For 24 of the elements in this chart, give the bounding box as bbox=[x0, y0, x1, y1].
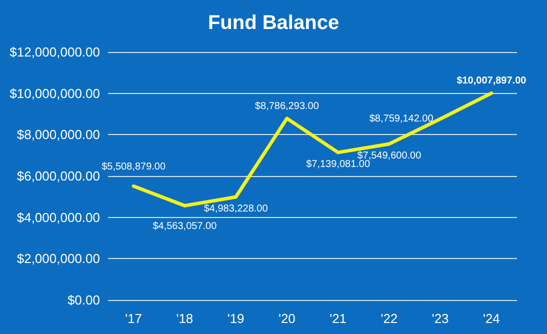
x-tick-label: '20 bbox=[278, 311, 296, 326]
data-label: $4,983,228.00 bbox=[204, 204, 268, 215]
y-tick-label: $2,000,000.00 bbox=[16, 251, 100, 266]
data-label: $7,549,600.00 bbox=[357, 150, 422, 162]
y-tick-label: $6,000,000.00 bbox=[16, 168, 100, 184]
x-tick-label: '24 bbox=[482, 311, 500, 326]
x-tick-label: '21 bbox=[330, 311, 347, 326]
y-tick-label: $12,000,000.00 bbox=[10, 44, 100, 60]
data-label: $10,007,897.00 bbox=[456, 76, 527, 87]
data-label: $4,563,057.00 bbox=[152, 221, 218, 232]
x-tick-label: '23 bbox=[432, 311, 449, 326]
x-tick-label: '17 bbox=[125, 311, 142, 326]
x-tick-label: '22 bbox=[380, 311, 398, 326]
y-tick-label: $0.00 bbox=[67, 292, 100, 308]
y-tick-label: $4,000,000.00 bbox=[16, 210, 100, 225]
x-tick-label: '18 bbox=[176, 311, 194, 326]
data-label: $8,786,293.00 bbox=[254, 100, 320, 112]
chart-title: Fund Balance bbox=[208, 12, 340, 34]
data-label: $5,508,879.00 bbox=[102, 162, 166, 173]
x-tick-label: '19 bbox=[227, 311, 244, 326]
y-tick-label: $10,000,000.00 bbox=[10, 86, 100, 101]
data-label: $8,759,142.00 bbox=[369, 113, 434, 124]
y-tick-label: $8,000,000.00 bbox=[16, 127, 100, 142]
data-label: $7,139,081.00 bbox=[306, 158, 370, 170]
